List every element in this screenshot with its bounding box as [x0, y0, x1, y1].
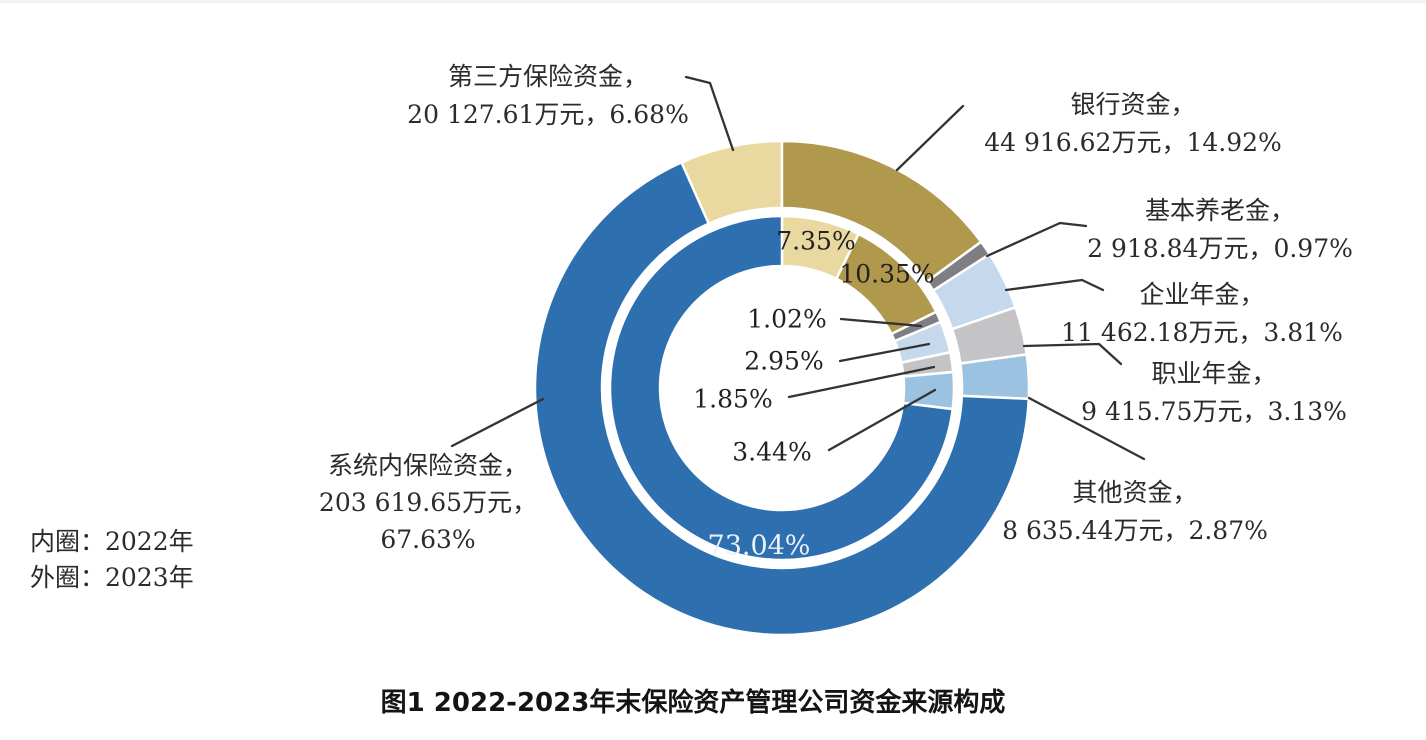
label-line: 203 619.65万元，	[318, 488, 538, 517]
inner-ring-leader-line-5	[827, 388, 937, 452]
leader-line-occupational-annuity	[1022, 342, 1123, 366]
leader-line-enterprise-annuity	[1004, 278, 1105, 292]
inner-ring-leader-line-2	[839, 317, 923, 328]
outer-ring-segment-5	[959, 353, 1031, 401]
label-line: 11 462.18万元，3.81%	[1061, 318, 1343, 347]
leader-line-other-funds	[1027, 396, 1146, 461]
inner-ring-leader-line-3	[838, 342, 931, 363]
label-enterprise-annuity: 企业年金， 11 462.18万元，3.81%	[1061, 276, 1343, 352]
label-line: 8 635.44万元，2.87%	[1002, 516, 1268, 545]
legend-outer-ring: 外圈：2023年	[30, 563, 194, 592]
ring-legend: 内圈：2022年 外圈：2023年	[30, 524, 194, 596]
leader-line-bank-funds	[895, 104, 965, 172]
label-basic-pension: 基本养老金， 2 918.84万元，0.97%	[1087, 192, 1353, 268]
label-occupational-annuity: 职业年金， 9 415.75万元，3.13%	[1081, 355, 1347, 431]
legend-inner-ring: 内圈：2022年	[30, 527, 194, 556]
leader-line-third-party-insurance-funds	[684, 75, 735, 152]
label-line: 20 127.61万元，6.68%	[407, 100, 689, 129]
label-line: 其他资金，	[1072, 478, 1198, 507]
label-third-party-insurance-funds: 第三方保险资金， 20 127.61万元，6.68%	[407, 58, 689, 134]
label-line: 企业年金，	[1139, 280, 1265, 309]
inner-ring-pct-label-2: 1.02%	[747, 305, 826, 334]
inner-ring-pct-label-1: 10.35%	[839, 260, 934, 289]
inner-ring-leader-line-4	[787, 365, 936, 399]
top-border	[0, 0, 1426, 3]
inner-ring-pct-label-6: 73.04%	[708, 531, 811, 562]
label-line: 9 415.75万元，3.13%	[1081, 397, 1347, 426]
leader-line-basic-pension	[985, 221, 1088, 258]
label-line: 职业年金，	[1151, 359, 1277, 388]
label-line: 银行资金，	[1070, 90, 1196, 119]
label-in-system-insurance-funds: 系统内保险资金， 203 619.65万元， 67.63%	[319, 447, 537, 558]
label-line: 67.63%	[380, 525, 476, 554]
label-bank-funds: 银行资金， 44 916.62万元，14.92%	[984, 86, 1282, 162]
inner-ring-pct-label-5: 3.44%	[732, 438, 811, 467]
inner-ring-segment-6	[608, 214, 954, 562]
inner-ring-pct-label-0: 7.35%	[776, 227, 855, 256]
label-line: 2 918.84万元，0.97%	[1087, 234, 1353, 263]
label-line: 44 916.62万元，14.92%	[984, 128, 1282, 157]
label-line: 系统内保险资金，	[327, 451, 529, 480]
inner-ring-pct-label-3: 2.95%	[744, 347, 823, 376]
label-other-funds: 其他资金， 8 635.44万元，2.87%	[1002, 474, 1268, 550]
figure-title: 图1 2022-2023年末保险资产管理公司资金来源构成	[380, 688, 1006, 718]
label-line: 第三方保险资金，	[447, 62, 648, 91]
outer-ring-segment-6	[533, 161, 1031, 637]
leader-line-in-system-insurance-funds	[450, 397, 545, 448]
label-line: 基本养老金，	[1144, 196, 1295, 225]
inner-ring-pct-label-4: 1.85%	[693, 385, 772, 414]
